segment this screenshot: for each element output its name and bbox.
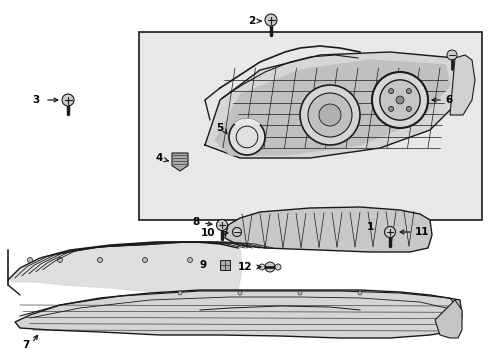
Circle shape [379,80,419,120]
Text: 9: 9 [200,260,206,270]
Circle shape [446,50,456,60]
Circle shape [406,107,410,111]
Polygon shape [224,207,431,252]
Circle shape [299,85,359,145]
Circle shape [142,257,147,262]
Polygon shape [172,153,187,171]
Circle shape [58,257,62,262]
Polygon shape [8,242,242,295]
Text: 5: 5 [215,123,223,133]
Circle shape [238,291,242,295]
Circle shape [274,264,281,270]
Text: 7: 7 [22,340,30,350]
Text: 2: 2 [247,16,254,26]
Text: 1: 1 [366,222,373,232]
Circle shape [259,264,264,270]
Polygon shape [215,60,449,155]
Circle shape [371,72,427,128]
Circle shape [228,119,264,155]
Circle shape [264,14,276,26]
Circle shape [388,89,393,94]
Circle shape [406,89,410,94]
Circle shape [178,291,182,295]
Circle shape [216,220,227,230]
Polygon shape [220,260,229,270]
Circle shape [395,96,403,104]
Polygon shape [15,290,461,338]
Circle shape [97,257,102,262]
Circle shape [232,228,241,237]
Polygon shape [234,119,259,124]
Circle shape [27,257,32,262]
Circle shape [264,262,274,272]
Text: 8: 8 [192,217,200,227]
Circle shape [357,291,361,295]
Circle shape [297,291,302,295]
Text: 3: 3 [33,95,40,105]
Text: 12: 12 [237,262,251,272]
Circle shape [318,104,340,126]
Text: 4: 4 [155,153,163,163]
Polygon shape [300,85,359,145]
Circle shape [187,257,192,262]
Bar [139,32,481,220]
Text: 11: 11 [414,227,428,237]
Circle shape [307,93,351,137]
Circle shape [384,226,395,238]
Text: 10: 10 [200,228,215,238]
Circle shape [62,94,74,106]
Text: 6: 6 [444,95,451,105]
Polygon shape [204,52,464,158]
Polygon shape [449,55,474,115]
Polygon shape [434,300,461,338]
Circle shape [388,107,393,111]
